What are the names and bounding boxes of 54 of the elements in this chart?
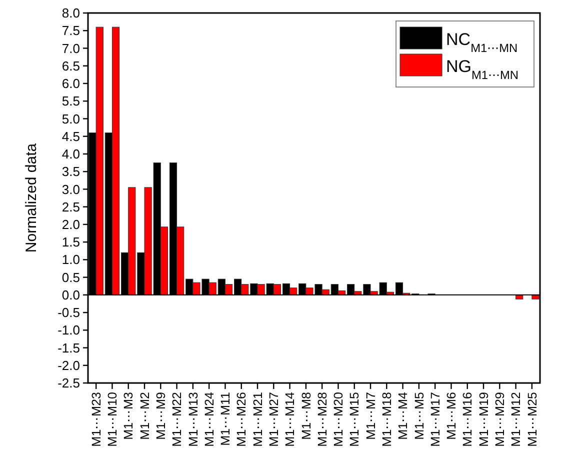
y-tick-label: 1.5 [62, 234, 80, 250]
x-tick-label: M1⋯M28 [315, 392, 330, 447]
y-tick-label: -1.5 [58, 340, 80, 356]
x-tick-label: M1⋯M18 [380, 392, 394, 447]
y-tick-label: -0.5 [58, 305, 80, 320]
x-tick-label: M1⋯M16 [460, 392, 475, 447]
y-tick-label: -1.0 [58, 322, 80, 338]
x-tick-label: M1⋯M5 [412, 392, 426, 440]
x-tick-label: M1⋯M25 [525, 392, 540, 447]
y-tick-label: -2.0 [58, 358, 80, 373]
y-tick-label: 4.5 [62, 128, 80, 144]
y-tick-label: 3.5 [62, 164, 80, 180]
x-tick-label: M1⋯M17 [428, 392, 442, 447]
x-tick-label: M1⋯M29 [493, 392, 508, 447]
y-tick-label: -2.5 [58, 376, 80, 391]
x-tick-label: M1⋯M11 [218, 392, 233, 446]
y-tick-label: 2.0 [62, 216, 80, 232]
x-tick-label: M1⋯M8 [299, 392, 314, 440]
x-tick-label: M1⋯M14 [283, 392, 298, 447]
x-tick-label: M1⋯M3 [122, 392, 136, 440]
y-tick-label: 6.0 [62, 76, 80, 92]
x-tick-label: M1⋯M22 [170, 392, 184, 447]
y-tick-label: 6.5 [62, 58, 80, 74]
x-tick-label: M1⋯M12 [509, 392, 524, 447]
bar [532, 294, 540, 300]
y-tick-label: 4.0 [62, 146, 80, 162]
y-tick-label: 5.0 [62, 111, 80, 126]
x-tick-label: M1⋯M4 [396, 392, 410, 440]
x-tick-label: M1⋯M13 [186, 392, 200, 447]
x-tick-label: M1⋯M7 [364, 392, 378, 440]
legend-label: NG$_{M1⋯MN}$ [446, 57, 519, 82]
x-tick-label: M1⋯M27 [267, 392, 282, 447]
y-tick-label: 5.5 [62, 94, 80, 109]
y-tick-label: 2.5 [62, 199, 80, 214]
legend-label: NC$_{M1⋯MN}$ [446, 30, 518, 55]
x-tick-label: M1⋯M10 [106, 392, 120, 447]
y-tick-label: 0.5 [62, 270, 80, 285]
x-tick-label: M1⋯M9 [154, 392, 168, 440]
x-tick-label: M1⋯M6 [444, 392, 459, 440]
x-tick-label: M1⋯M23 [89, 392, 104, 447]
y-tick-label: 1.0 [62, 252, 80, 268]
x-tick-label: M1⋯M2 [138, 392, 152, 440]
x-tick-label: M1⋯M24 [202, 392, 216, 447]
x-tick-label: M1⋯M26 [234, 392, 249, 447]
y-axis-title: Normalized data [23, 142, 40, 253]
y-tick-label: 3.0 [62, 182, 80, 197]
y-tick-label: 8.0 [62, 6, 80, 21]
x-tick-label: M1⋯M15 [348, 392, 362, 447]
y-tick-label: 0.0 [62, 287, 80, 302]
x-tick-label: M1⋯M21 [250, 392, 265, 447]
x-tick-label: M1⋯M19 [476, 392, 491, 447]
y-tick-label: 7.5 [62, 23, 80, 38]
x-tick-label: M1⋯M20 [332, 392, 346, 447]
y-tick-label: 7.0 [62, 40, 80, 56]
